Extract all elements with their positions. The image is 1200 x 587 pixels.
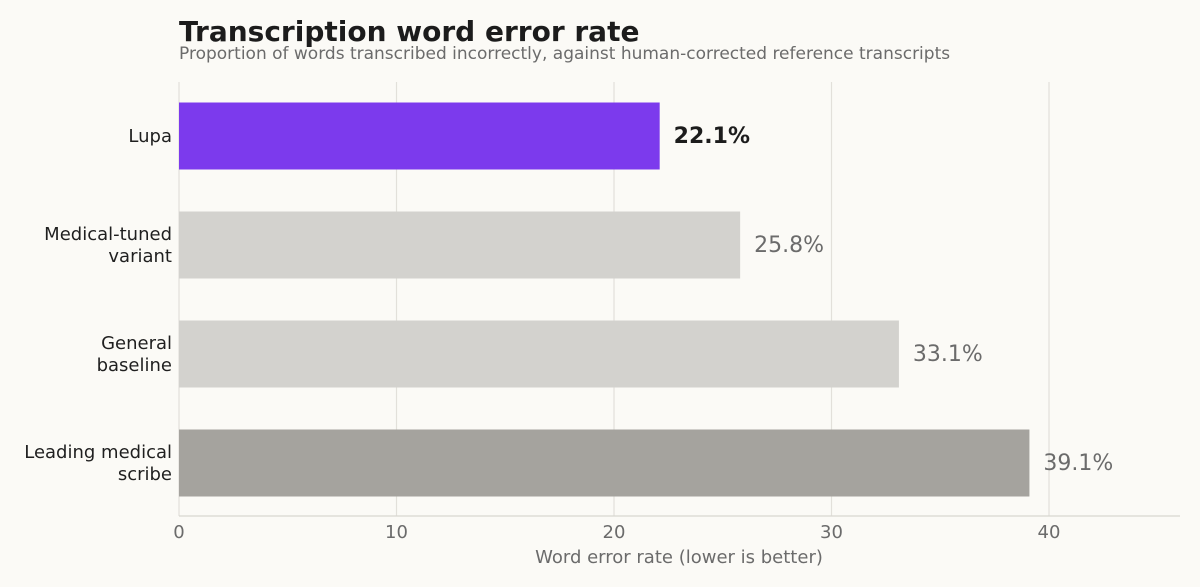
x-axis-label: Word error rate (lower is better): [535, 547, 823, 568]
value-label: 22.1%: [674, 124, 750, 149]
category-label-line: baseline: [97, 355, 172, 376]
x-tick-label: 30: [820, 522, 843, 543]
category-label-line: Lupa: [128, 126, 172, 147]
bar: [179, 211, 741, 279]
category-label-line: variant: [108, 246, 172, 267]
category-label: Lupa: [128, 126, 172, 147]
category-labels: Lupa Medical-tuned variant General baseline L…: [24, 126, 172, 485]
value-labels: 22.1% 25.8% 33.1% 39.1%: [674, 124, 1114, 476]
chart-subtitle: Proportion of words transcribed incorrec…: [179, 44, 950, 64]
x-tick-label: 20: [603, 522, 626, 543]
x-tick-label: 0: [173, 522, 184, 543]
category-label-line: General: [101, 333, 172, 354]
value-label: 25.8%: [754, 233, 824, 258]
category-label-line: scribe: [118, 464, 172, 485]
x-tick-label: 40: [1038, 522, 1061, 543]
value-label: 33.1%: [913, 342, 983, 367]
bar: [179, 429, 1030, 497]
category-label: Medical-tuned variant: [44, 224, 172, 267]
x-tick-labels: 0 10 20 30 40: [173, 522, 1060, 543]
value-label: 39.1%: [1043, 451, 1113, 476]
category-label-line: Medical-tuned: [44, 224, 172, 245]
category-label: Leading medical scribe: [24, 442, 172, 485]
category-label: General baseline: [97, 333, 172, 376]
category-label-line: Leading medical: [24, 442, 172, 463]
chart-title: Transcription word error rate: [179, 15, 639, 48]
bars: [179, 102, 1030, 497]
bar: [179, 320, 899, 388]
bar: [179, 102, 660, 170]
x-tick-label: 10: [385, 522, 408, 543]
